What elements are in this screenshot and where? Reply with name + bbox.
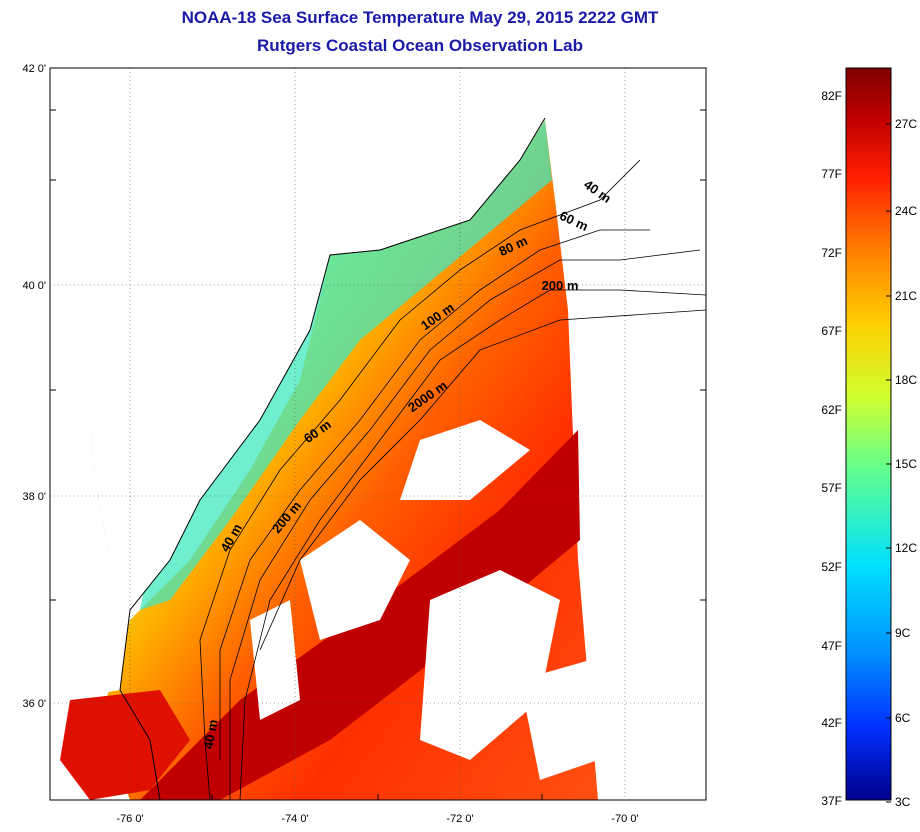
isobath-label: 200 m xyxy=(542,278,579,293)
fahrenheit-label: 82F xyxy=(821,89,842,103)
lat-label: 42 0' xyxy=(22,63,46,75)
fahrenheit-label: 67F xyxy=(821,324,842,338)
celsius-label: 9C xyxy=(895,626,911,640)
land-mass xyxy=(50,330,130,720)
cloud-gap xyxy=(420,570,560,760)
temperature-colorbar xyxy=(845,67,892,801)
land-mass xyxy=(50,68,706,610)
lat-label: 40 0' xyxy=(22,280,46,292)
celsius-label: 21C xyxy=(895,289,917,303)
fahrenheit-label: 62F xyxy=(821,403,842,417)
celsius-label: 24C xyxy=(895,204,917,218)
isobath-label: 40 m xyxy=(201,718,221,750)
fahrenheit-label: 47F xyxy=(821,639,842,653)
fahrenheit-label: 42F xyxy=(821,716,842,730)
lon-label: -74 0' xyxy=(281,813,308,825)
lon-label: -76 0' xyxy=(116,813,143,825)
map-title: NOAA-18 Sea Surface Temperature May 29, … xyxy=(181,8,659,27)
fahrenheit-label: 37F xyxy=(821,794,842,808)
coastline xyxy=(119,117,546,800)
lat-label: 36 0' xyxy=(22,698,46,710)
fahrenheit-label: 52F xyxy=(821,560,842,574)
fahrenheit-label: 72F xyxy=(821,246,842,260)
graticule xyxy=(50,68,706,800)
celsius-label: 18C xyxy=(895,373,917,387)
cloud-gap xyxy=(520,660,598,780)
fahrenheit-label: 57F xyxy=(821,481,842,495)
celsius-label: 6C xyxy=(895,711,911,725)
map-subtitle: Rutgers Coastal Ocean Observation Lab xyxy=(257,36,583,55)
lon-label: -72 0' xyxy=(446,813,473,825)
celsius-label: 15C xyxy=(895,457,917,471)
cool-coastal-water xyxy=(140,120,552,610)
celsius-label: 3C xyxy=(895,795,911,809)
pamlico-sound-water xyxy=(60,690,190,800)
tick-marks xyxy=(50,109,707,800)
isobath-label: 60 m xyxy=(557,208,590,234)
celsius-label: 27C xyxy=(895,117,917,131)
fahrenheit-label: 77F xyxy=(821,167,842,181)
celsius-label: 12C xyxy=(895,541,917,555)
lat-label: 38 0' xyxy=(22,491,46,503)
isobath-lines xyxy=(199,159,706,800)
cloud-gap xyxy=(300,520,410,640)
cloud-gap xyxy=(400,420,530,500)
lon-label: -70 0' xyxy=(611,813,638,825)
isobath-label: 40 m xyxy=(581,177,614,206)
